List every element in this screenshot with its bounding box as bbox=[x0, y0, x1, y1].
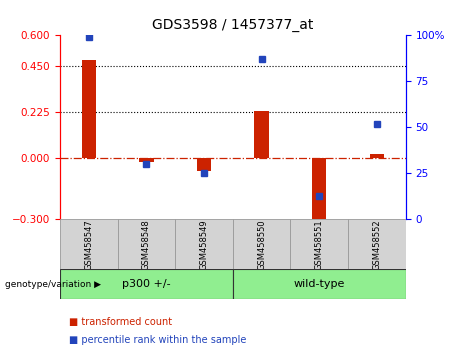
Bar bbox=[118, 219, 175, 269]
Text: ■ transformed count: ■ transformed count bbox=[69, 317, 172, 327]
Text: GSM458549: GSM458549 bbox=[200, 219, 208, 270]
Text: p300 +/-: p300 +/- bbox=[122, 279, 171, 289]
Bar bbox=[60, 219, 118, 269]
Bar bbox=[82, 60, 96, 158]
Text: genotype/variation ▶: genotype/variation ▶ bbox=[5, 280, 100, 289]
Text: wild-type: wild-type bbox=[294, 279, 345, 289]
Bar bbox=[60, 269, 233, 299]
Text: GSM458552: GSM458552 bbox=[372, 219, 381, 270]
Text: GSM458547: GSM458547 bbox=[84, 219, 93, 270]
Bar bbox=[312, 158, 326, 224]
Bar bbox=[233, 219, 290, 269]
Text: GSM458550: GSM458550 bbox=[257, 219, 266, 270]
Bar bbox=[233, 269, 406, 299]
Text: GSM458551: GSM458551 bbox=[315, 219, 324, 270]
Text: GSM458548: GSM458548 bbox=[142, 219, 151, 270]
Bar bbox=[290, 219, 348, 269]
Bar bbox=[348, 219, 406, 269]
Bar bbox=[197, 158, 211, 171]
Bar bbox=[139, 158, 154, 162]
Text: ■ percentile rank within the sample: ■ percentile rank within the sample bbox=[69, 335, 247, 345]
Bar bbox=[370, 154, 384, 158]
Title: GDS3598 / 1457377_at: GDS3598 / 1457377_at bbox=[152, 18, 313, 32]
Bar bbox=[175, 219, 233, 269]
Bar bbox=[254, 111, 269, 158]
